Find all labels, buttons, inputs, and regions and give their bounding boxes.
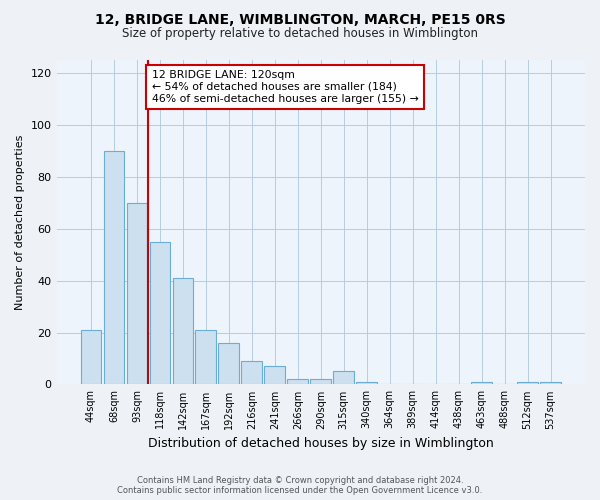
Bar xyxy=(472,382,492,384)
Bar xyxy=(265,366,285,384)
Bar xyxy=(218,343,239,384)
Text: Contains HM Land Registry data © Crown copyright and database right 2024.
Contai: Contains HM Land Registry data © Crown c… xyxy=(118,476,482,495)
Bar xyxy=(149,242,170,384)
X-axis label: Distribution of detached houses by size in Wimblington: Distribution of detached houses by size … xyxy=(148,437,494,450)
Text: Size of property relative to detached houses in Wimblington: Size of property relative to detached ho… xyxy=(122,28,478,40)
Bar xyxy=(241,361,262,384)
Bar xyxy=(540,382,561,384)
Bar xyxy=(80,330,101,384)
Y-axis label: Number of detached properties: Number of detached properties xyxy=(15,134,25,310)
Bar xyxy=(334,372,354,384)
Bar xyxy=(173,278,193,384)
Bar xyxy=(196,330,216,384)
Text: 12, BRIDGE LANE, WIMBLINGTON, MARCH, PE15 0RS: 12, BRIDGE LANE, WIMBLINGTON, MARCH, PE1… xyxy=(95,12,505,26)
Bar xyxy=(356,382,377,384)
Bar xyxy=(127,202,147,384)
Bar xyxy=(287,379,308,384)
Text: 12 BRIDGE LANE: 120sqm
← 54% of detached houses are smaller (184)
46% of semi-de: 12 BRIDGE LANE: 120sqm ← 54% of detached… xyxy=(152,70,419,104)
Bar xyxy=(310,379,331,384)
Bar xyxy=(517,382,538,384)
Bar xyxy=(104,151,124,384)
